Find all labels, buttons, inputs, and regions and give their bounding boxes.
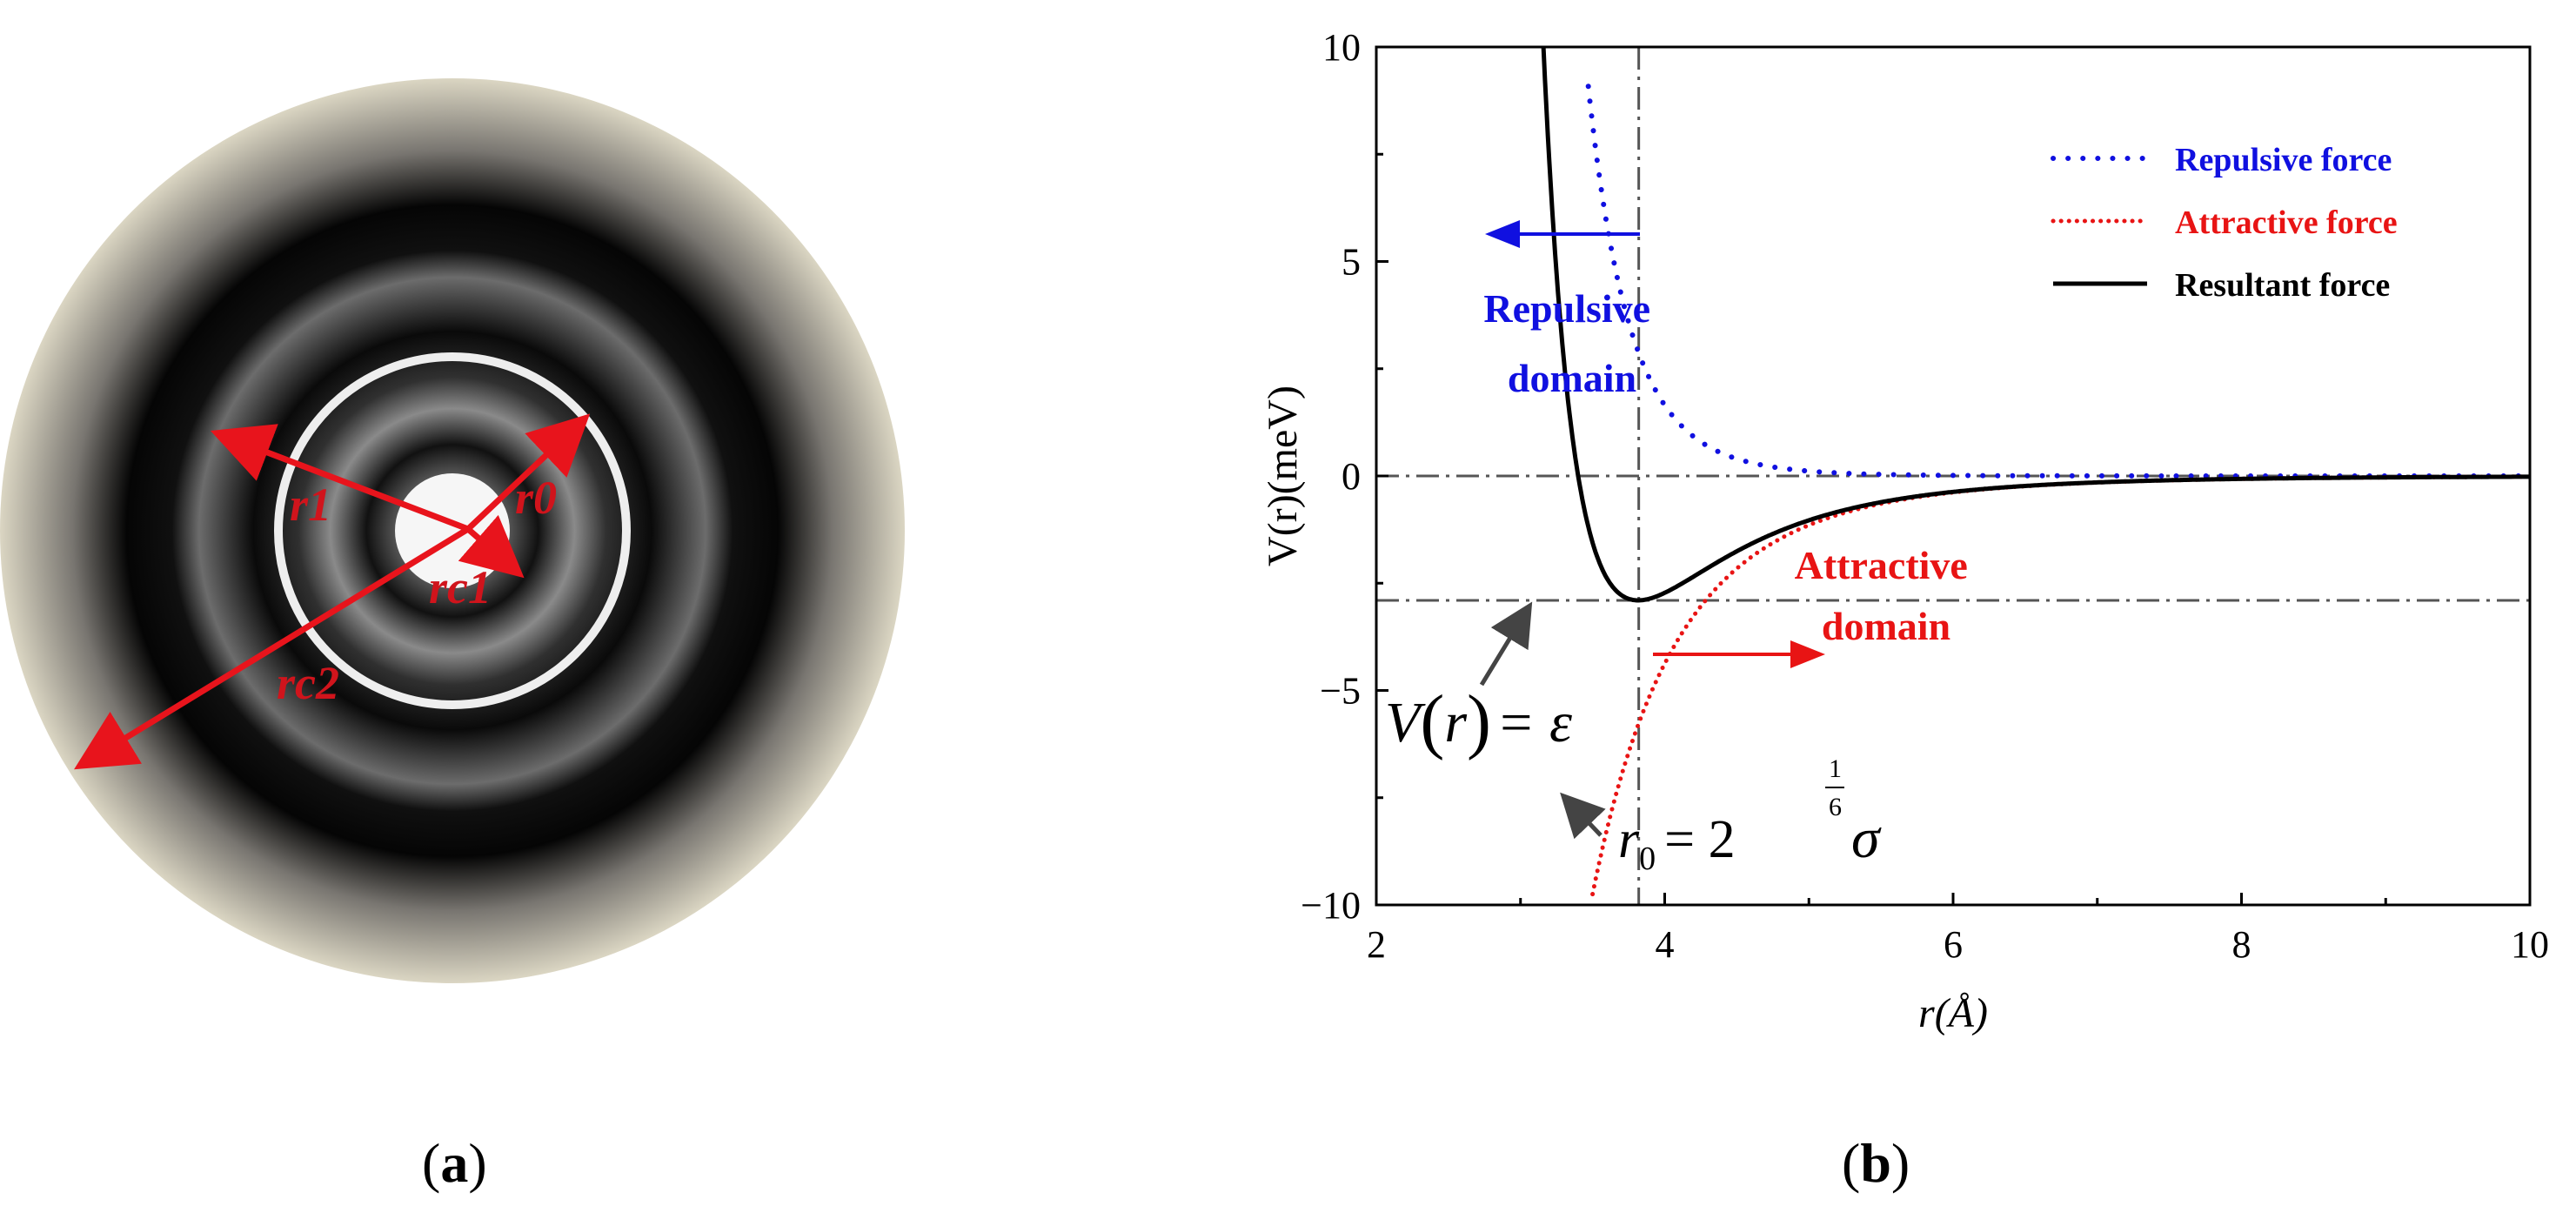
r0-ring [274, 352, 631, 709]
x-tick-label: 2 [1367, 923, 1386, 966]
epsilon-equation: V(r)= ε [1385, 680, 1572, 761]
legend-label: Repulsive force [2175, 142, 2392, 178]
r0-label: r0 [515, 472, 557, 524]
y-tick-label: −10 [1301, 884, 1361, 927]
repulsive-domain-label: Repulsive domain [1483, 286, 1660, 400]
r0-equation: r0 = 2 [1618, 810, 1736, 877]
legend: Repulsive force Attractive force Resultant… [2051, 142, 2398, 304]
panel-label-a: (a) [422, 1132, 487, 1194]
axes: 2 4 6 8 10 −10 −5 0 5 10 r(Å) V(r)(meV) [1260, 26, 2549, 1036]
lennard-jones-chart: 2 4 6 8 10 −10 −5 0 5 10 r(Å) V(r)(meV) Repulsive d… [1260, 26, 2549, 1036]
x-axis-label: r(Å) [1918, 990, 1988, 1036]
r0-equation-sigma: σ [1851, 807, 1882, 870]
y-tick-label: 10 [1322, 26, 1361, 69]
attractive-domain-label: Attractive domain [1795, 543, 1978, 648]
x-tick-label: 6 [1944, 923, 1963, 966]
series-repulsive-force [1585, 84, 2530, 479]
y-tick-label: 5 [1342, 241, 1361, 284]
series-resultant-force [1541, 47, 2530, 603]
r0-arrow [465, 413, 591, 532]
rc1-arrow [458, 514, 525, 579]
x-tick-label: 10 [2511, 923, 2549, 966]
r0-exponent-numerator: 1 [1829, 754, 1842, 783]
series-layer [1541, 47, 2530, 897]
radial-distribution-diagram: r1 r0 rc1 rc2 [0, 78, 905, 983]
y-tick-label: 0 [1342, 455, 1361, 498]
rc2-arrow [74, 526, 470, 770]
y-tick-label: −5 [1320, 670, 1361, 713]
r0-exponent-denominator: 6 [1829, 793, 1842, 821]
y-axis-label: V(r)(meV) [1260, 385, 1306, 566]
rc1-label: rc1 [429, 561, 492, 613]
r1-arrow [210, 424, 470, 533]
r1-label: r1 [290, 479, 331, 531]
panel-label-b: (b) [1842, 1132, 1910, 1194]
rc2-label: rc2 [277, 657, 339, 709]
legend-label: Attractive force [2175, 204, 2398, 241]
legend-label: Resultant force [2175, 267, 2390, 304]
r0-pointer-arrow [1560, 792, 1606, 840]
epsilon-pointer-arrow [1479, 601, 1533, 687]
x-tick-label: 8 [2232, 923, 2251, 966]
x-tick-label: 4 [1656, 923, 1675, 966]
